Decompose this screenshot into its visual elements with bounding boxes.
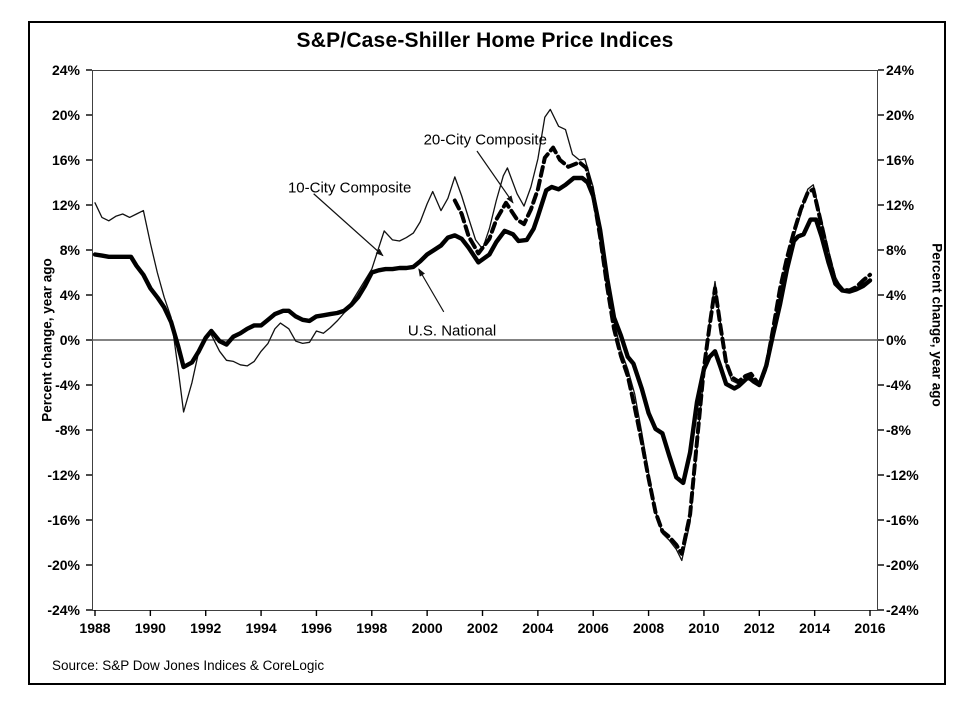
y-axis-tick-label-right: 12% — [886, 197, 915, 213]
x-axis-tick-label: 2012 — [743, 620, 775, 636]
y-axis-tick-label-left: -20% — [47, 557, 80, 573]
y-axis-tick-label-left: 24% — [51, 62, 80, 78]
x-axis-tick-label: 1996 — [300, 620, 332, 636]
annotation-arrows-layer — [313, 150, 514, 313]
x-axis-tick-label: 1994 — [245, 620, 277, 636]
plot-area — [86, 69, 884, 616]
x-axis-tick-label: 2014 — [799, 620, 831, 636]
source-note: Source: S&P Dow Jones Indices & CoreLogi… — [52, 658, 325, 673]
y-axis-tick-label-right: -24% — [886, 602, 919, 618]
y-axis-tick-label-right: -12% — [886, 467, 919, 483]
annotation-20-city-composite: 20-City Composite — [423, 131, 547, 149]
y-axis-tick-label-left: 8% — [59, 242, 80, 258]
x-axis-tick-label: 1992 — [190, 620, 222, 636]
series-line-u-s-national — [92, 175, 873, 486]
y-axis-tick-label-left: -12% — [47, 467, 80, 483]
series-line-20-city-composite — [452, 145, 872, 556]
x-axis-tick-label: 2000 — [411, 620, 443, 636]
y-axis-tick-label-right: 16% — [886, 152, 915, 168]
y-axis-tick-label-left: -24% — [47, 602, 80, 618]
x-axis-tick-label: 2008 — [633, 620, 665, 636]
annotation-arrow — [313, 193, 384, 257]
x-axis-tick-label: 2010 — [688, 620, 720, 636]
x-axis-tick-label: 2006 — [577, 620, 609, 636]
y-axis-tick-label-left: 0% — [59, 332, 80, 348]
y-axis-tick-label-right: 8% — [886, 242, 907, 258]
y-axis-tick-label-right: -8% — [886, 422, 911, 438]
axes-layer — [86, 69, 884, 616]
annotation-arrow — [476, 150, 514, 204]
y-axis-tick-label-right: 20% — [886, 107, 915, 123]
y-axis-tick-label-left: -8% — [55, 422, 80, 438]
y-axis-tick-label-right: -4% — [886, 377, 911, 393]
annotation-us-national: U.S. National — [407, 322, 497, 340]
y-axis-tick-label-left: 12% — [51, 197, 80, 213]
x-axis-tick-label: 2016 — [854, 620, 886, 636]
y-axis-tick-label-left: -4% — [55, 377, 80, 393]
y-axis-tick-label-left: 16% — [51, 152, 80, 168]
x-axis-tick-label: 2004 — [522, 620, 554, 636]
y-axis-tick-label-left: 20% — [51, 107, 80, 123]
x-axis-tick-label: 1988 — [79, 620, 111, 636]
x-axis-tick-label: 1998 — [356, 620, 388, 636]
y-axis-tick-label-right: -20% — [886, 557, 919, 573]
annotation-arrow — [418, 268, 445, 313]
y-axis-tick-label-right: 24% — [886, 62, 915, 78]
y-axis-tick-label-right: -16% — [886, 512, 919, 528]
series-layer — [92, 108, 873, 562]
chart-title: S&P/Case-Shiller Home Price Indices — [296, 29, 674, 52]
x-axis-tick-label: 1990 — [134, 620, 166, 636]
y-axis-tick-label-right: 0% — [886, 332, 907, 348]
y-axis-tick-label-left: -16% — [47, 512, 80, 528]
y-axis-tick-label-right: 4% — [886, 287, 907, 303]
x-axis-tick-label: 2002 — [466, 620, 499, 636]
annotation-10-city-composite: 10-City Composite — [287, 179, 412, 197]
y-axis-tick-label-left: 4% — [59, 287, 80, 303]
